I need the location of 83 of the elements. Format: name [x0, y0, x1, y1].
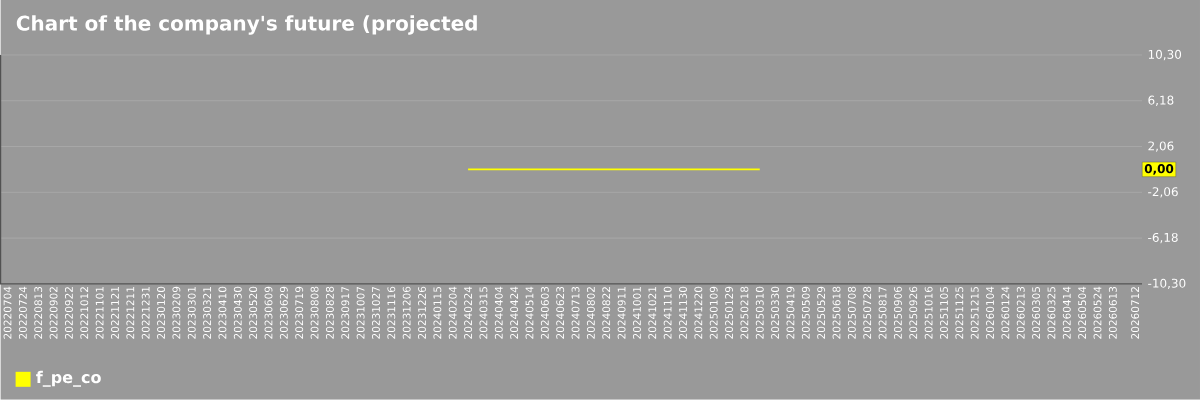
x-tick-label: 20240514 [525, 286, 534, 339]
x-tick-label: 20250218 [740, 286, 749, 339]
x-tick-label: 20240315 [479, 287, 488, 339]
y-tick-label: -2,06 [1148, 187, 1178, 198]
x-tick-label: 20230301 [187, 287, 196, 339]
legend-label: f_pe_co [36, 370, 101, 387]
x-tick-label: 20231226 [418, 286, 426, 339]
x-tick-label: 20231206 [402, 286, 411, 339]
x-tick-label: 20241110 [663, 286, 672, 339]
x-tick-label: 20251016 [924, 286, 933, 339]
x-tick-label: 20240424 [510, 286, 519, 339]
x-tick-label: 20241220 [694, 286, 703, 339]
x-tick-label: 20220922 [64, 287, 73, 339]
x-tick-label: 20251215 [970, 287, 979, 339]
x-tick-label: 20240224 [464, 286, 473, 339]
x-tick-label: 20250310 [755, 286, 764, 339]
x-tick-label: 20250529 [817, 286, 826, 339]
x-tick-label: 20220724 [18, 286, 27, 339]
x-tick-label: 20240802 [586, 287, 595, 339]
x-tick-label: 20260104 [986, 286, 994, 339]
x-tick-label: 20230209 [172, 286, 181, 339]
x-tick-label: 20221012 [80, 287, 89, 339]
y-tick-label: -10,30 [1148, 278, 1186, 290]
x-tick-label: 20231007 [356, 287, 365, 339]
x-tick-label: 20230120 [157, 286, 165, 339]
x-tick-label: 20220902 [49, 287, 58, 339]
x-tick-label: 20250926 [909, 286, 918, 339]
x-tick-label: 20230828 [325, 286, 334, 339]
x-tick-label: 20250906 [893, 286, 902, 339]
x-tick-label: 20241001 [632, 287, 641, 339]
x-tick-label: 20250129 [725, 286, 734, 339]
x-tick-label: 20250728 [863, 286, 872, 339]
x-tick-label: 20230410 [218, 286, 227, 339]
x-tick-label: 20230808 [310, 286, 319, 339]
x-tick-label: 20260124 [1001, 286, 1010, 339]
x-tick-label: 20230917 [341, 287, 350, 339]
x-tick-label: 20260305 [1032, 287, 1041, 339]
x-tick-label: 20260414 [1062, 286, 1071, 339]
x-tick-label: 20231116 [387, 286, 396, 339]
x-tick-label: 20220813 [34, 287, 43, 339]
x-tick-label: 20240623 [556, 287, 565, 339]
x-tick-label: 20240603 [540, 287, 549, 339]
x-tick-label: 20240204 [448, 286, 457, 339]
x-tick-label: 20231027 [371, 287, 380, 339]
x-tick-label: 20241130 [679, 286, 687, 339]
chart-title: Chart of the company's future (projected [16, 15, 477, 35]
x-tick-label: 20230719 [295, 286, 304, 339]
x-tick-label: 20260712 [1131, 287, 1140, 339]
x-tick-label: 20230629 [279, 286, 288, 339]
x-tick-label: 20250419 [786, 286, 795, 339]
x-tick-label: 20230520 [249, 286, 258, 339]
annotation: 0,00 [1144, 164, 1174, 175]
y-tick-label: 10,30 [1148, 49, 1182, 61]
x-tick-label: 20241021 [648, 287, 657, 339]
x-tick-label: 20250109 [709, 286, 718, 339]
x-tick-label: 20220704 [3, 286, 12, 339]
x-tick-label: 20221101 [95, 287, 104, 339]
x-tick-label: 20230430 [233, 286, 242, 339]
x-tick-label: 20260613 [1108, 287, 1117, 339]
x-tick-label: 20250509 [801, 286, 810, 339]
x-tick-label: 20251105 [940, 287, 948, 339]
x-tick-label: 20230321 [203, 287, 212, 339]
x-tick-label: 20260325 [1047, 287, 1056, 339]
x-tick-label: 20240404 [494, 286, 503, 339]
x-tick-label: 20230609 [264, 286, 273, 339]
x-tick-label: 20240713 [571, 287, 580, 339]
x-tick-label: 20221121 [111, 287, 119, 339]
y-tick-label: -6,18 [1148, 233, 1178, 244]
x-tick-label: 20250708 [847, 286, 856, 339]
x-tick-label: 20240911 [617, 287, 626, 339]
x-tick-label: 20240115 [433, 287, 442, 339]
x-tick-label: 20251125 [955, 287, 964, 339]
x-tick-label: 20260504 [1078, 286, 1087, 339]
x-tick-label: 20250817 [878, 287, 887, 339]
x-tick-label: 20221231 [141, 287, 150, 339]
y-tick-label: 6,18 [1148, 95, 1174, 106]
x-tick-label: 20221211 [126, 287, 135, 339]
y-tick-label: 2,06 [1148, 141, 1174, 152]
x-tick-label: 20240822 [602, 287, 611, 339]
x-tick-label: 20250618 [832, 286, 841, 339]
x-tick-label: 20260213 [1016, 287, 1025, 339]
x-tick-label: 20250330 [771, 286, 780, 339]
x-tick-label: 20260524 [1093, 286, 1102, 339]
